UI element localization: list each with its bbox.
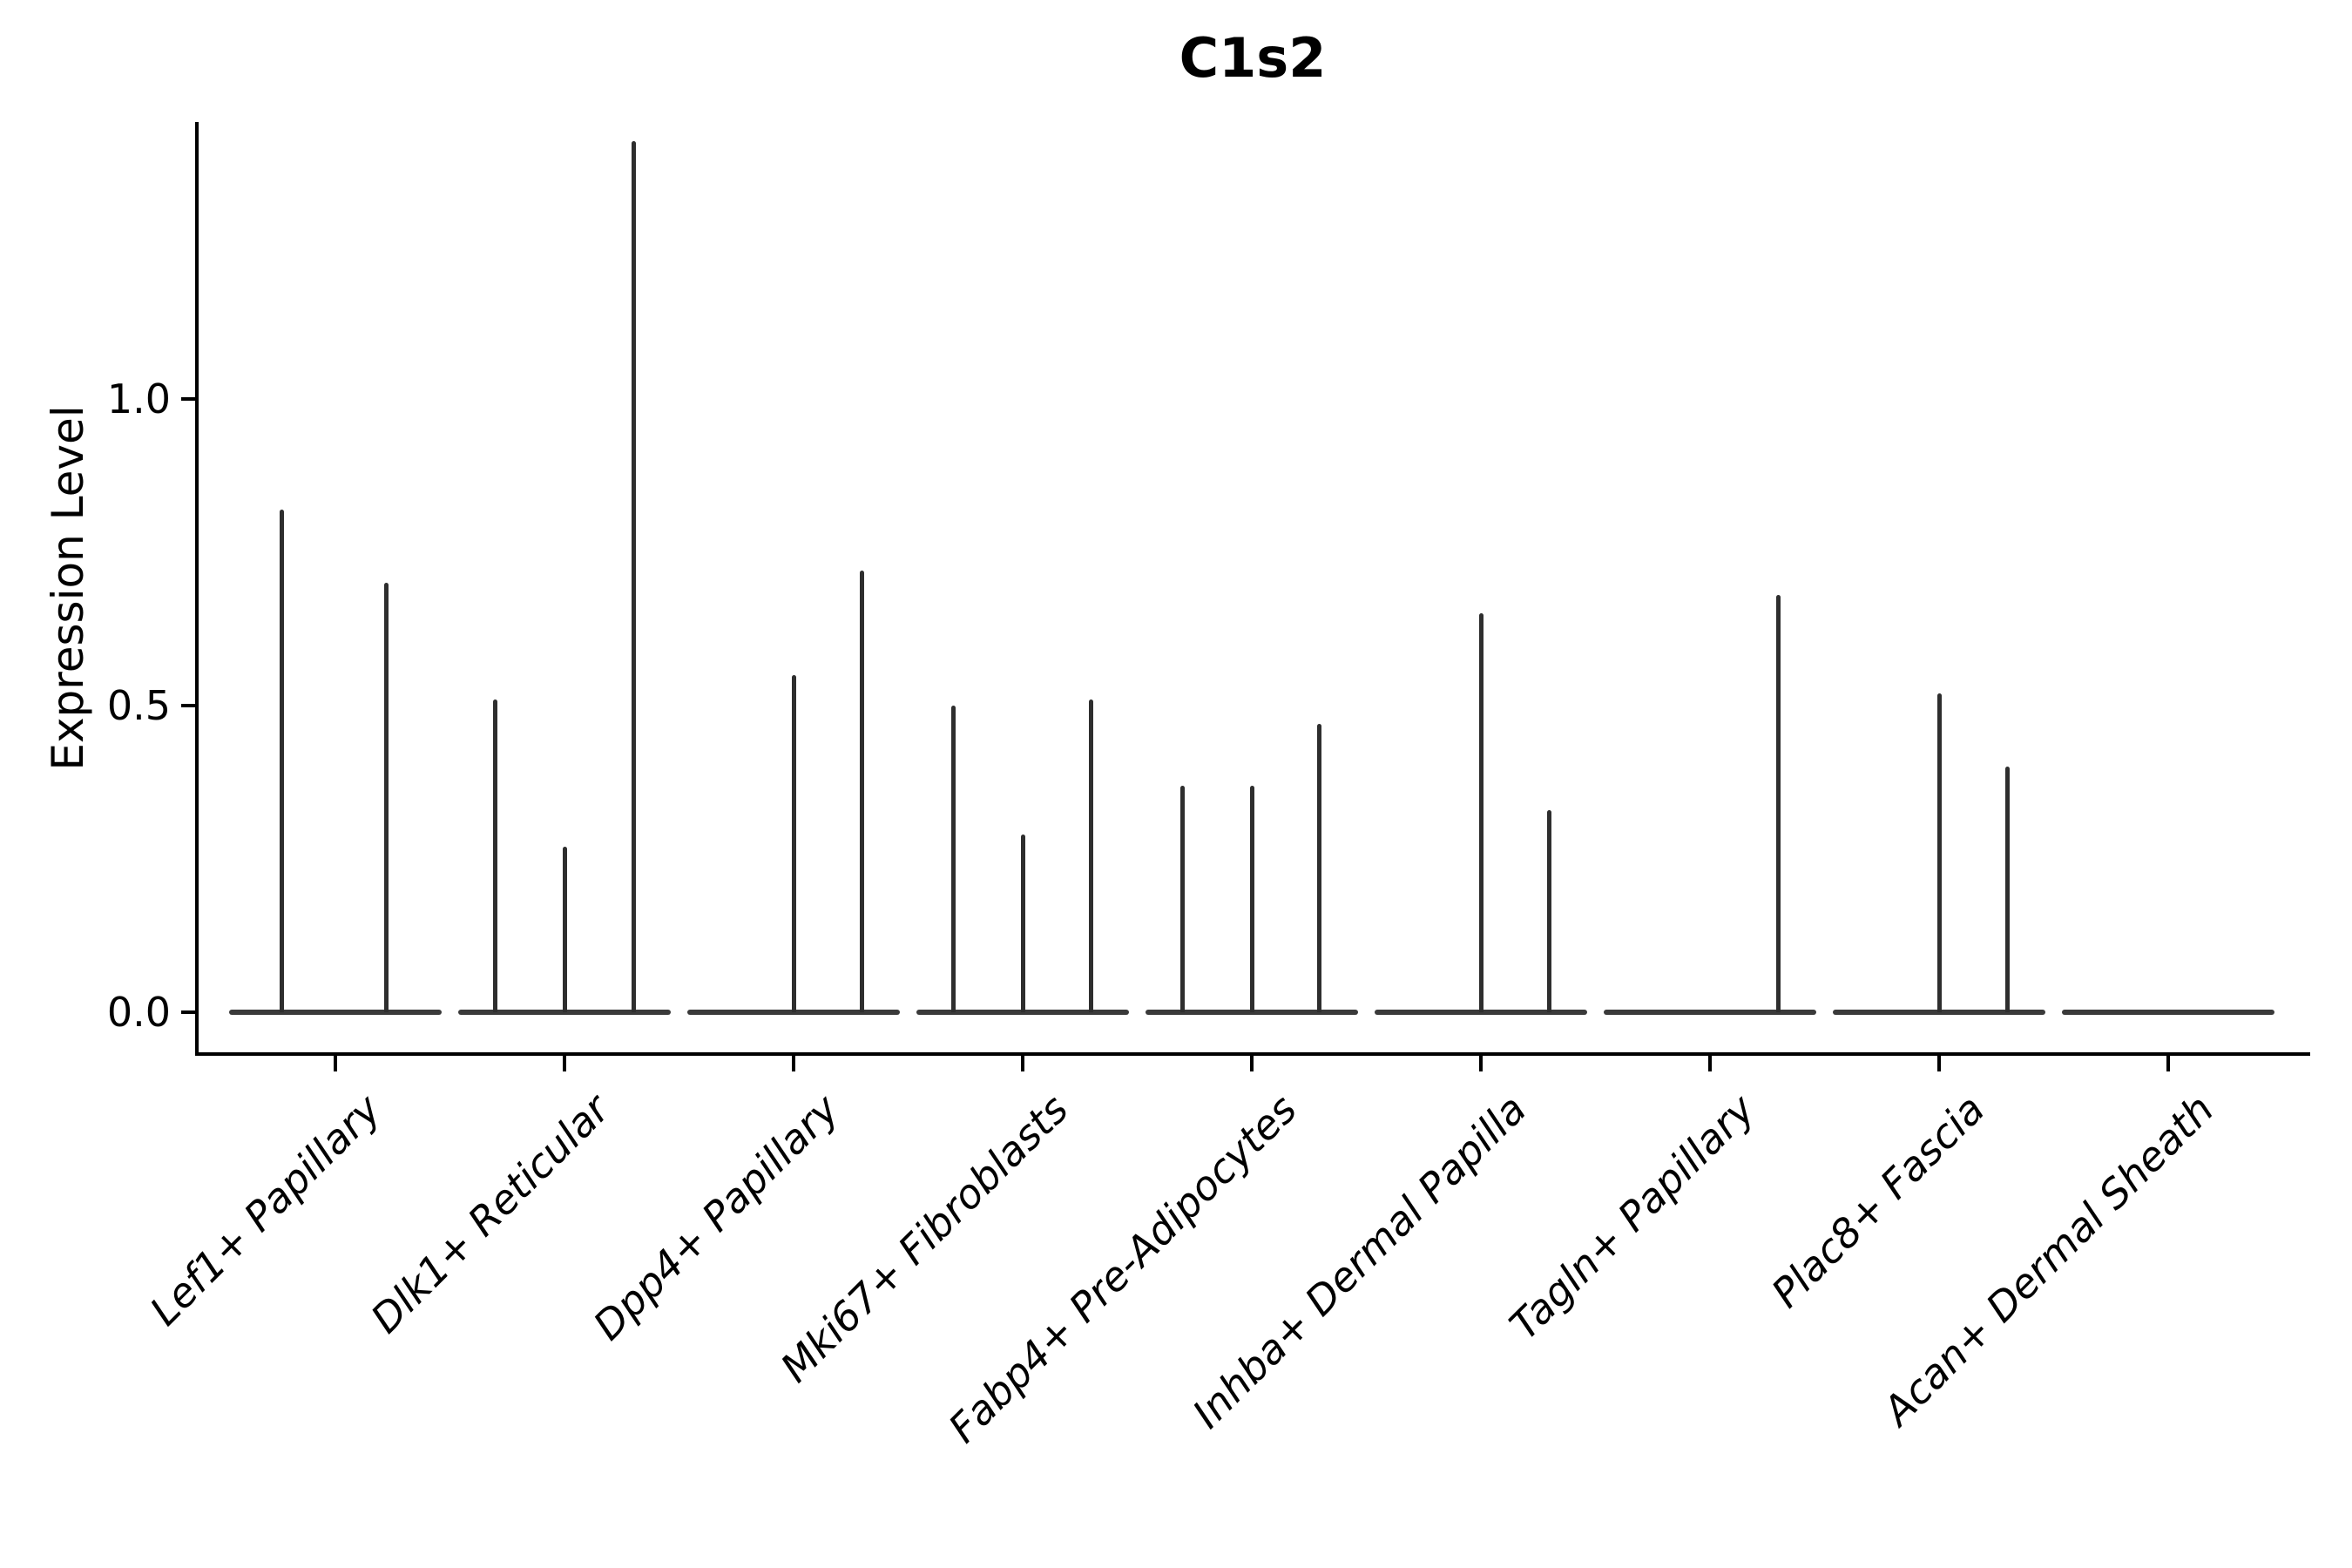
y-tick-mark	[181, 397, 197, 401]
violin-baseline	[1604, 1010, 1816, 1015]
violin-baseline	[1833, 1010, 2045, 1015]
violin-spike	[279, 509, 284, 1012]
violin-spike	[1316, 724, 1321, 1012]
x-tick-mark	[1250, 1056, 1254, 1071]
violin-spike	[632, 141, 637, 1012]
violin-spike	[1249, 785, 1254, 1012]
violin-baseline	[229, 1010, 442, 1015]
violin-spike	[492, 699, 497, 1012]
violin-spike	[1775, 595, 1781, 1012]
violin-spike	[562, 846, 567, 1012]
violin-baseline	[916, 1010, 1129, 1015]
plot-title: C1s2	[1179, 26, 1327, 90]
violin-spike	[1478, 613, 1484, 1012]
violin-spike	[384, 583, 389, 1012]
y-axis-label: Expression Level	[43, 405, 93, 771]
y-tick-label: 0.0	[106, 989, 171, 1036]
x-tick-mark	[1708, 1056, 1712, 1071]
violin-baseline	[1375, 1010, 1587, 1015]
violin-spike	[859, 571, 864, 1012]
x-axis-spine	[195, 1052, 2310, 1056]
violin-baseline	[2062, 1010, 2274, 1015]
x-tick-mark	[792, 1056, 795, 1071]
violin-spike	[1020, 834, 1025, 1012]
y-tick-label: 1.0	[106, 375, 171, 422]
x-tick-mark	[1021, 1056, 1024, 1071]
x-tick-mark	[2166, 1056, 2170, 1071]
violin-spike	[2004, 767, 2010, 1012]
violin-spike	[1936, 693, 1942, 1012]
violin-spike	[791, 674, 796, 1012]
x-tick-mark	[1479, 1056, 1483, 1071]
x-tick-mark	[1937, 1056, 1941, 1071]
x-tick-mark	[563, 1056, 566, 1071]
violin-baseline	[1146, 1010, 1358, 1015]
violin-spike	[1179, 785, 1185, 1012]
x-tick-mark	[334, 1056, 337, 1071]
y-tick-mark	[181, 704, 197, 707]
violin-spike	[950, 706, 956, 1012]
x-tick-label: Dpp4+ Papillary	[584, 1085, 848, 1349]
violin-baseline	[687, 1010, 900, 1015]
y-tick-mark	[181, 1010, 197, 1014]
y-axis-spine	[195, 122, 199, 1056]
violin-baseline	[458, 1010, 671, 1015]
x-tick-label: Dlk1+ Reticular	[362, 1085, 619, 1342]
violin-spike	[1546, 809, 1551, 1012]
x-tick-label: Lef1+ Papillary	[140, 1085, 390, 1335]
y-tick-label: 0.5	[106, 682, 171, 729]
violin-spike	[1089, 699, 1094, 1012]
x-tick-label: Plac8+ Fascia	[1761, 1085, 1994, 1317]
x-tick-label: Tagln+ Papillary	[1500, 1085, 1765, 1349]
